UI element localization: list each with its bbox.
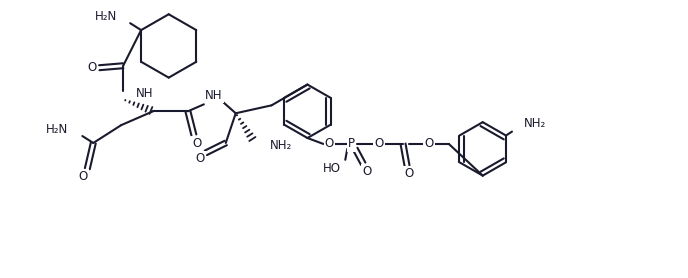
Text: NH₂: NH₂: [270, 140, 292, 152]
Text: O: O: [195, 152, 204, 165]
Text: O: O: [405, 167, 413, 180]
Text: O: O: [374, 137, 384, 150]
Text: O: O: [87, 61, 97, 74]
Text: H₂N: H₂N: [46, 123, 68, 136]
Text: HO: HO: [323, 162, 341, 175]
Text: P: P: [347, 137, 355, 150]
Text: O: O: [78, 170, 88, 183]
Text: NH: NH: [136, 87, 153, 100]
Text: O: O: [325, 137, 334, 150]
Text: NH: NH: [205, 89, 222, 102]
Text: O: O: [192, 137, 202, 150]
Text: H₂N: H₂N: [95, 10, 117, 23]
Text: O: O: [424, 137, 433, 150]
Text: NH₂: NH₂: [524, 117, 546, 130]
Text: O: O: [363, 165, 372, 178]
